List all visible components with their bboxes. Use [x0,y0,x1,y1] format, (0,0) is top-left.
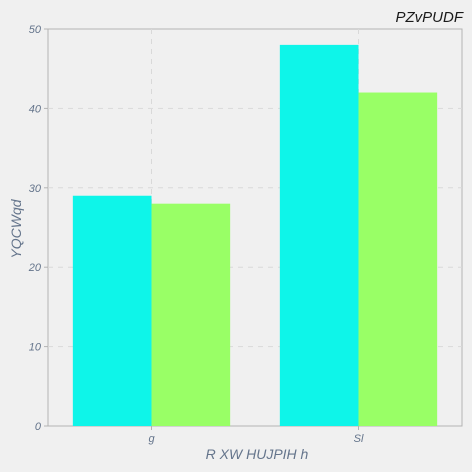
bar-Sl-series-2 [358,92,438,427]
y-tick-label: 50 [29,24,42,36]
y-tick-label: 10 [29,342,42,354]
chart-title: PZvPUDF [396,9,464,26]
bars [72,44,438,427]
y-tick-label: 20 [28,262,42,274]
bar-Sl-series-1 [279,44,359,426]
x-tick-label: Sl [354,433,364,445]
x-axis-title: R XW HUJPIH h [206,446,309,462]
x-axis-ticks: g Sl [148,426,364,445]
bar-g-series-2 [151,203,231,426]
y-tick-label: 0 [35,421,42,433]
y-axis-ticks: 0 10 20 30 40 50 [28,24,48,433]
y-axis-title: YQCWqd [8,198,24,258]
x-tick-label: g [148,433,155,445]
y-tick-label: 40 [29,103,42,115]
bar-g-series-1 [72,195,152,426]
y-tick-label: 30 [29,183,42,195]
